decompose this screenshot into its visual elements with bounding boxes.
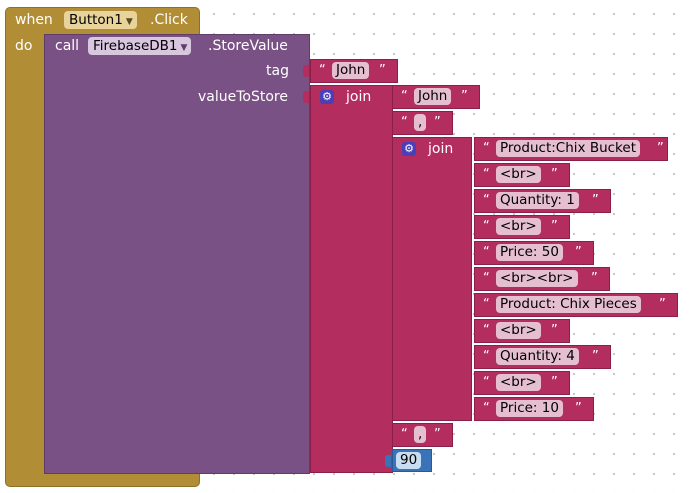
- call-label: call: [55, 38, 80, 54]
- call-block-storevalue[interactable]: [44, 34, 310, 474]
- open-quote: “: [483, 167, 490, 182]
- open-quote: “: [401, 115, 408, 130]
- text-value-item[interactable]: <br>: [496, 218, 541, 235]
- open-quote: “: [483, 349, 490, 364]
- close-quote: ”: [551, 219, 558, 234]
- text-value-item[interactable]: Quantity: 4: [496, 348, 579, 365]
- close-quote: ”: [575, 245, 582, 260]
- text-value-john[interactable]: John: [414, 88, 452, 105]
- text-value-item[interactable]: <br>: [496, 166, 541, 183]
- text-value-item[interactable]: <br>: [496, 374, 541, 391]
- chevron-down-icon: ▼: [180, 43, 188, 53]
- open-quote: “: [483, 323, 490, 338]
- value-socket-label: valueToStore: [198, 89, 288, 105]
- close-quote: ”: [659, 297, 666, 312]
- inner-join-label: join: [428, 141, 454, 157]
- outer-join-label: join: [346, 89, 372, 105]
- text-block-comma-2[interactable]: [392, 423, 453, 447]
- component-dropdown-button1[interactable]: Button1 ▼: [64, 11, 137, 29]
- close-quote: ”: [592, 193, 599, 208]
- open-quote: “: [401, 89, 408, 104]
- close-quote: ”: [592, 349, 599, 364]
- component-dropdown-firebasedb1[interactable]: FirebaseDB1 ▼: [88, 37, 192, 55]
- open-quote: “: [483, 297, 490, 312]
- text-value-item[interactable]: Quantity: 1: [496, 192, 579, 209]
- number-value[interactable]: 90: [396, 452, 422, 469]
- do-label: do: [15, 38, 33, 54]
- gear-icon[interactable]: ⚙: [402, 142, 416, 156]
- open-quote: “: [319, 63, 326, 78]
- open-quote: “: [483, 401, 490, 416]
- close-quote: ”: [379, 63, 386, 78]
- outer-join-block[interactable]: [310, 85, 393, 473]
- text-value-comma-2[interactable]: ,: [414, 426, 427, 443]
- tag-socket-label: tag: [266, 63, 289, 79]
- text-value-item[interactable]: Price: 10: [496, 400, 563, 417]
- inner-join-block[interactable]: [392, 137, 472, 421]
- close-quote: ”: [575, 401, 582, 416]
- close-quote: ”: [551, 323, 558, 338]
- close-quote: ”: [461, 89, 468, 104]
- open-quote: “: [483, 193, 490, 208]
- text-value-item[interactable]: <br><br>: [496, 270, 578, 287]
- text-value-item[interactable]: Price: 50: [496, 244, 563, 261]
- open-quote: “: [483, 219, 490, 234]
- text-value-item[interactable]: <br>: [496, 322, 541, 339]
- tag-text-connector: [303, 65, 309, 77]
- text-value-item[interactable]: Product: Chix Pieces: [496, 296, 641, 313]
- when-label: when: [15, 12, 53, 28]
- close-quote: ”: [434, 427, 441, 442]
- close-quote: ”: [434, 115, 441, 130]
- close-quote: ”: [551, 167, 558, 182]
- outer-join-connector: [303, 91, 309, 103]
- event-name-label: .Click: [150, 12, 188, 28]
- component-dropdown-label: FirebaseDB1: [93, 38, 178, 54]
- close-quote: ”: [551, 375, 558, 390]
- close-quote: ”: [591, 271, 598, 286]
- component-dropdown-label: Button1: [69, 12, 123, 28]
- number-connector: [385, 455, 391, 467]
- method-label: .StoreValue: [208, 38, 288, 54]
- text-value-item[interactable]: Product:Chix Bucket: [496, 140, 640, 157]
- open-quote: “: [483, 375, 490, 390]
- text-value-comma[interactable]: ,: [414, 114, 427, 131]
- open-quote: “: [483, 245, 490, 260]
- close-quote: ”: [657, 141, 664, 156]
- gear-icon[interactable]: ⚙: [320, 90, 334, 104]
- open-quote: “: [483, 271, 490, 286]
- open-quote: “: [401, 427, 408, 442]
- chevron-down-icon: ▼: [125, 17, 133, 27]
- tag-text-value[interactable]: John: [332, 62, 370, 79]
- open-quote: “: [483, 141, 490, 156]
